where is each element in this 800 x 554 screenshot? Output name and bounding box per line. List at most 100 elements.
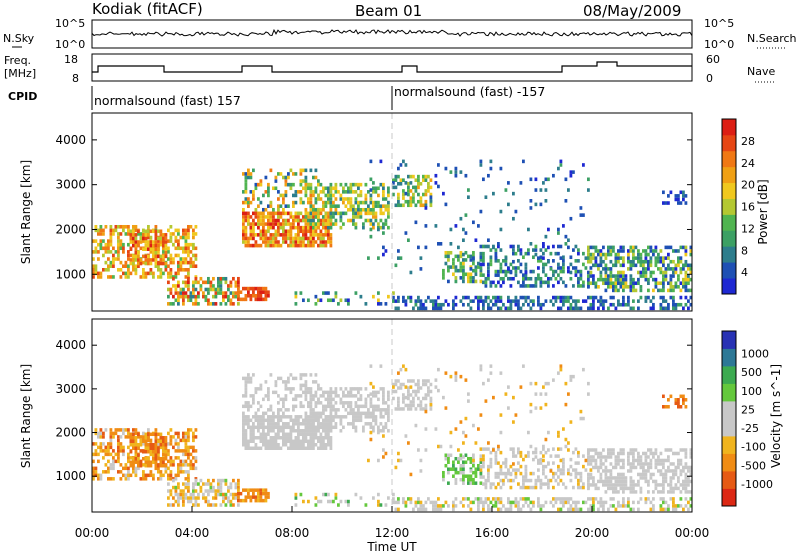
power-cell (487, 276, 490, 281)
power-cell (157, 254, 160, 259)
power-cell (687, 306, 690, 311)
power-cell (132, 240, 135, 244)
velocity-cell (252, 373, 255, 377)
power-cell (387, 193, 390, 198)
velocity-cell (309, 394, 313, 398)
power-cell (114, 224, 118, 229)
power-cell (477, 299, 480, 303)
velocity-cell (489, 507, 493, 512)
velocity-cell (182, 431, 185, 436)
velocity-cell (569, 507, 573, 512)
power-cell (279, 225, 283, 230)
power-cell (647, 277, 650, 282)
power-cell (239, 290, 243, 294)
power-cell (667, 263, 670, 268)
velocity-cell (604, 500, 608, 505)
velocity-cell (424, 403, 428, 408)
power-cell (592, 263, 595, 268)
power-cell (614, 263, 618, 268)
velocity-cell (177, 463, 180, 467)
velocity-cell (292, 376, 295, 381)
power-cell (462, 279, 465, 284)
power-cell (599, 277, 603, 282)
power-cell (534, 188, 538, 192)
power-cell (642, 267, 645, 271)
velocity-cell (484, 497, 488, 501)
velocity-cell (304, 436, 308, 440)
colorbar-swatch (722, 453, 736, 472)
velocity-cell (577, 471, 580, 476)
power-cell (152, 275, 155, 279)
colorbar-swatch (722, 198, 736, 215)
power-cell (637, 270, 640, 275)
velocity-cell (174, 449, 178, 453)
power-cell (564, 284, 568, 288)
velocity-cell (117, 435, 120, 439)
power-cell (152, 258, 155, 262)
velocity-cell (102, 449, 105, 453)
velocity-cell (249, 376, 253, 381)
velocity-cell (267, 387, 270, 391)
power-cell (329, 200, 333, 205)
velocity-cell (347, 404, 350, 409)
power-cell (547, 177, 550, 182)
velocity-cell (482, 454, 485, 458)
power-cell (329, 236, 333, 241)
power-cell (679, 245, 683, 250)
velocity-cell (314, 443, 318, 447)
power-cell (277, 229, 280, 234)
velocity-cell (567, 448, 570, 452)
power-cell (617, 270, 620, 275)
power-cell (582, 284, 585, 288)
velocity-cell (99, 473, 103, 478)
velocity-cell (289, 429, 293, 433)
power-cell (127, 264, 130, 268)
velocity-cell (254, 411, 258, 416)
velocity-cell (309, 401, 313, 405)
velocity-cell (649, 476, 653, 480)
power-cell (669, 190, 673, 195)
velocity-cell (557, 497, 560, 501)
velocity-cell (264, 446, 268, 450)
power-cell (419, 256, 423, 260)
velocity-cell (409, 400, 413, 404)
velocity-cell (204, 489, 208, 493)
velocity-cell (339, 422, 343, 426)
power-cell (279, 233, 283, 237)
power-cell (649, 259, 653, 264)
velocity-cell (319, 446, 323, 450)
velocity-cell (194, 435, 198, 439)
velocity-cell (682, 486, 685, 491)
velocity-cell (404, 367, 408, 372)
velocity-cell (169, 459, 173, 464)
velocity-cell (542, 471, 545, 476)
velocity-cell (684, 479, 688, 484)
power-cell (322, 215, 325, 219)
velocity-cell (132, 446, 135, 450)
power-cell (267, 225, 270, 230)
power-cell (132, 243, 135, 248)
velocity-cell (477, 467, 480, 471)
velocity-cell (312, 380, 315, 384)
velocity-cell (382, 394, 385, 398)
velocity-cell (499, 464, 503, 469)
power-cell (107, 275, 110, 279)
velocity-cell (524, 468, 528, 472)
velocity-cell (527, 497, 530, 501)
velocity-cell (509, 504, 513, 508)
power-cell (352, 190, 355, 194)
velocity-cell (482, 482, 485, 486)
power-cell (139, 258, 143, 262)
velocity-cell (594, 462, 598, 466)
power-cell (182, 294, 185, 299)
velocity-cell (122, 428, 125, 432)
power-cell (244, 293, 248, 298)
velocity-cell (312, 436, 315, 440)
velocity-cell (307, 499, 310, 504)
velocity-cell (489, 485, 493, 490)
velocity-cell (117, 470, 120, 474)
power-cell (349, 218, 353, 223)
power-cell (172, 260, 175, 265)
velocity-cell (404, 395, 408, 400)
velocity-cell (307, 404, 310, 409)
